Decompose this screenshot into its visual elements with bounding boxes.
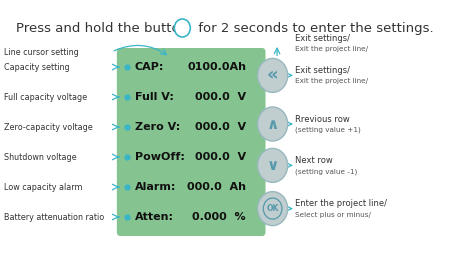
Text: ∨: ∨	[266, 158, 278, 173]
Text: OK: OK	[266, 204, 278, 213]
Text: Capacity setting: Capacity setting	[5, 62, 70, 71]
Text: Exit the project line/: Exit the project line/	[294, 78, 367, 84]
Text: Zero V:: Zero V:	[134, 122, 179, 132]
Text: Exit settings/: Exit settings/	[294, 33, 349, 42]
Text: Exit settings/: Exit settings/	[294, 66, 349, 75]
FancyBboxPatch shape	[117, 48, 265, 236]
Text: Atten:: Atten:	[134, 212, 173, 222]
Text: (setting value +1): (setting value +1)	[294, 127, 360, 133]
Text: Next row: Next row	[294, 156, 332, 165]
Circle shape	[257, 192, 287, 226]
Circle shape	[257, 58, 287, 92]
Text: 0.000  %: 0.000 %	[192, 212, 246, 222]
Text: 000.0  V: 000.0 V	[195, 92, 246, 102]
Text: 0100.0Ah: 0100.0Ah	[187, 62, 246, 72]
Text: OK: OK	[176, 24, 188, 32]
Text: Alarm:: Alarm:	[134, 182, 175, 192]
Text: 000.0  V: 000.0 V	[195, 122, 246, 132]
Text: PowOff:: PowOff:	[134, 152, 184, 162]
Text: Full capacity voltage: Full capacity voltage	[5, 92, 87, 102]
Text: Exit the project line/: Exit the project line/	[294, 46, 367, 52]
Text: Select plus or minus/: Select plus or minus/	[294, 212, 370, 218]
Circle shape	[257, 148, 287, 182]
Text: Line cursor setting: Line cursor setting	[5, 47, 79, 56]
Text: ∧: ∧	[266, 117, 278, 132]
Circle shape	[174, 19, 190, 37]
Text: for 2 seconds to enter the settings.: for 2 seconds to enter the settings.	[193, 21, 432, 34]
Text: 000.0  V: 000.0 V	[195, 152, 246, 162]
Text: ◀: ◀	[263, 62, 270, 71]
Text: Enter the project line/: Enter the project line/	[294, 199, 386, 208]
Text: 000.0  Ah: 000.0 Ah	[187, 182, 246, 192]
Text: Rrevious row: Rrevious row	[294, 114, 349, 124]
Text: Press and hold the button: Press and hold the button	[16, 21, 188, 34]
Text: Shutdown voltage: Shutdown voltage	[5, 153, 77, 162]
Text: Zero-capacity voltage: Zero-capacity voltage	[5, 123, 93, 132]
Text: «: «	[266, 66, 278, 84]
Text: (setting value -1): (setting value -1)	[294, 168, 356, 175]
Text: Low capacity alarm: Low capacity alarm	[5, 183, 83, 191]
Text: Battery attenuation ratio: Battery attenuation ratio	[5, 212, 105, 221]
Text: Full V:: Full V:	[134, 92, 173, 102]
Circle shape	[257, 107, 287, 141]
Text: CAP:: CAP:	[134, 62, 163, 72]
